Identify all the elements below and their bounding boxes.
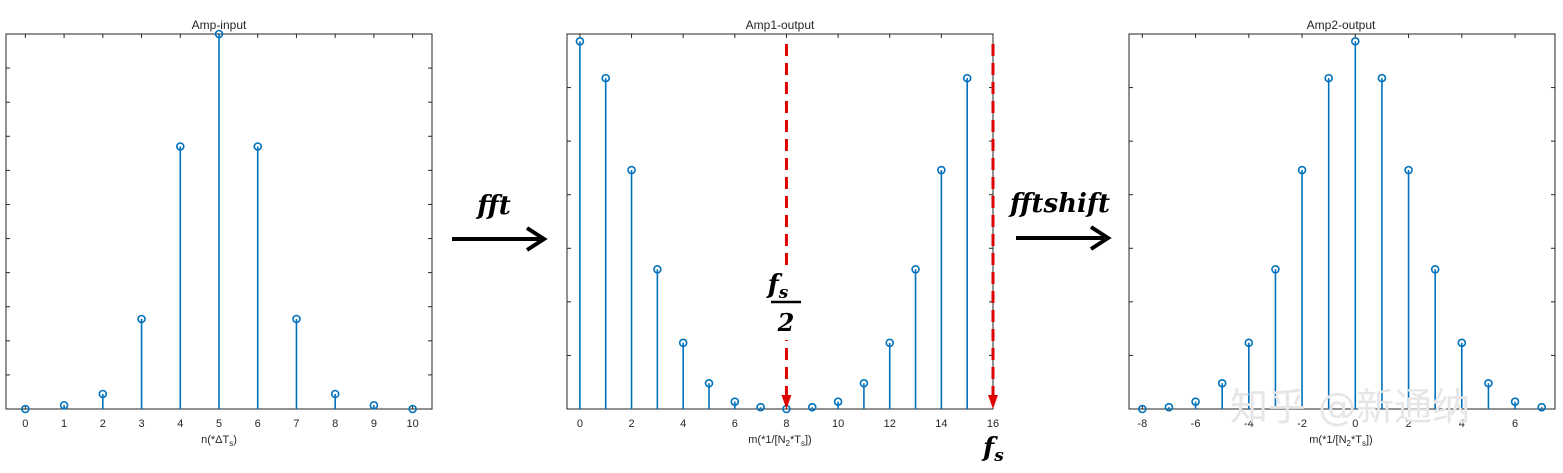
stem-marker xyxy=(1297,165,1307,175)
stem-marker xyxy=(859,378,869,388)
xtick-label: 10 xyxy=(832,418,844,430)
xtick-label: 7 xyxy=(293,418,299,430)
xtick-label: 4 xyxy=(680,418,686,430)
stem-marker xyxy=(1244,338,1254,348)
stem-marker xyxy=(1484,378,1493,388)
plot-amp-input: Amp-input 0 1 2 3 4 5 6 7 8 9 10 n(*ΔTs) xyxy=(5,18,433,448)
xtick-label: 10 xyxy=(407,418,419,430)
fftshift-arrow: fftshift xyxy=(1008,189,1112,251)
fftshift-label: fftshift xyxy=(1008,189,1110,219)
stem-marker xyxy=(833,397,843,406)
plot-title-amp2-output: Amp2-output xyxy=(1307,18,1376,32)
xtick-label: 14 xyxy=(935,418,947,430)
axes-content-amp-input: 0 1 2 3 4 5 6 7 8 9 10 xyxy=(6,29,432,430)
stem-marker xyxy=(937,165,946,175)
xtick-label: 4 xyxy=(177,418,183,430)
xtick-label: 0 xyxy=(22,418,28,430)
plot-amp1-output: Amp1-output 0 2 4 6 8 10 12 14 16 m(*1/[N2*Ts]) xyxy=(566,18,999,448)
stem-marker xyxy=(1377,73,1387,83)
axes-content-amp1-output: 0 2 4 6 8 10 12 14 16 xyxy=(567,34,999,430)
xtick-label: 5 xyxy=(216,418,222,430)
stem-marker xyxy=(369,400,379,410)
xtick-label: 0 xyxy=(1352,418,1358,430)
stem-marker xyxy=(214,29,224,39)
stem-marker xyxy=(21,404,30,414)
stem-marker xyxy=(575,37,585,46)
stem-marker xyxy=(1457,338,1467,348)
stem-marker xyxy=(756,402,765,412)
xtick-label: 2 xyxy=(100,418,106,430)
stem-marker xyxy=(1217,378,1227,388)
fs-half-denominator: 2 xyxy=(777,308,795,337)
fft-label: fft xyxy=(475,191,511,221)
xlabel-amp-input: n(*ΔTs) xyxy=(201,434,237,448)
stem-marker xyxy=(730,397,740,406)
stem-marker xyxy=(330,389,340,399)
stem-marker xyxy=(292,314,301,324)
plot-title-amp1-output: Amp1-output xyxy=(746,18,815,32)
stem-marker xyxy=(98,389,108,399)
xtick-label: 8 xyxy=(783,418,789,430)
xtick-label: 1 xyxy=(61,418,67,430)
stem-marker xyxy=(59,400,69,410)
fft-arrow: fft xyxy=(452,191,548,252)
xtick-label: -6 xyxy=(1191,418,1201,430)
stem-marker xyxy=(807,402,817,412)
stem-marker xyxy=(1351,37,1360,46)
axes-box-amp2-output xyxy=(1128,33,1556,410)
plot-amp2-output: Amp2-output -8 -6 -4 -2 0 2 4 6 m(*1/[N2*Ts]) xyxy=(1128,18,1556,448)
stem-marker xyxy=(175,142,185,151)
xtick-label: 16 xyxy=(987,418,999,430)
xlabel-amp2-output: m(*1/[N2*Ts]) xyxy=(1309,434,1372,448)
xtick-label: 6 xyxy=(732,418,738,430)
stem-marker xyxy=(408,404,417,414)
stem-marker xyxy=(1324,73,1333,83)
stem-marker xyxy=(911,264,920,274)
stem-marker xyxy=(704,378,714,388)
xtick-label: 6 xyxy=(1512,418,1518,430)
stem-marker xyxy=(1138,404,1147,414)
stem-marker xyxy=(1537,402,1546,412)
stem-marker xyxy=(253,142,263,151)
xtick-label: -8 xyxy=(1137,418,1147,430)
stem-marker xyxy=(885,338,895,348)
xlabel-amp1-output: m(*1/[N2*Ts]) xyxy=(748,434,811,448)
stem-marker xyxy=(137,314,146,324)
xtick-label: 4 xyxy=(1459,418,1465,430)
stem-marker xyxy=(1510,397,1520,406)
fs-half-numerator: fs xyxy=(766,270,789,303)
stem-marker xyxy=(653,264,662,274)
xtick-label: 6 xyxy=(255,418,261,430)
stem-marker xyxy=(601,73,611,83)
xtick-label: 3 xyxy=(138,418,144,430)
xtick-label: 0 xyxy=(577,418,583,430)
axes-content-amp2-output: -8 -6 -4 -2 0 2 4 6 xyxy=(1129,34,1555,430)
stem-marker xyxy=(1191,397,1200,406)
stem-marker xyxy=(1164,402,1174,412)
plot-title-amp-input: Amp-input xyxy=(192,18,247,32)
stem-marker xyxy=(678,338,688,348)
fs-half-label: fs 2 xyxy=(766,266,804,340)
watermark: 知乎 @新通纳 xyxy=(1230,385,1470,429)
xtick-label: -4 xyxy=(1244,418,1254,430)
xtick-label: 12 xyxy=(884,418,896,430)
marker-arrowhead xyxy=(988,395,998,409)
fs-label: fs xyxy=(981,433,1004,466)
stem-marker xyxy=(1430,264,1440,274)
stem-marker xyxy=(1404,165,1413,175)
marker-arrowhead xyxy=(781,395,792,409)
xtick-label: 2 xyxy=(1406,418,1412,430)
xtick-label: 8 xyxy=(332,418,338,430)
xtick-label: 9 xyxy=(371,418,377,430)
stem-marker xyxy=(627,165,636,175)
stem-marker xyxy=(1271,264,1280,274)
xtick-label: -2 xyxy=(1297,418,1307,430)
xtick-label: 2 xyxy=(628,418,634,430)
stem-marker xyxy=(962,73,972,83)
